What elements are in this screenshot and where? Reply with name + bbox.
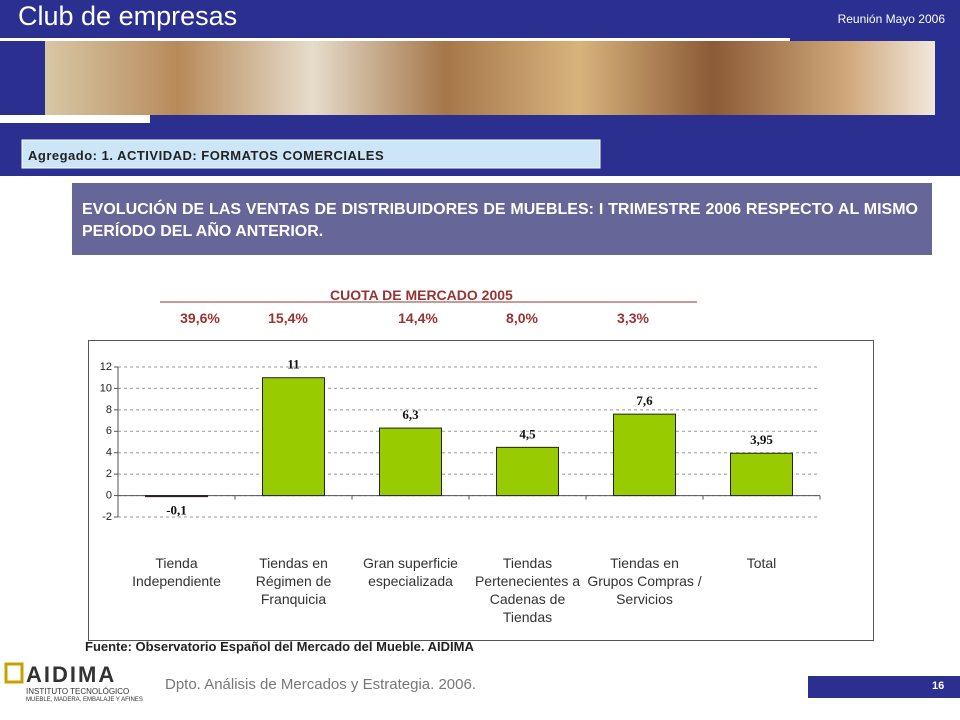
- y-tick-label: 4: [106, 447, 112, 459]
- share-title: CUOTA DE MERCADO 2005: [330, 287, 513, 303]
- y-tick-label: 12: [100, 361, 112, 373]
- header-title: Club de empresas: [18, 1, 238, 31]
- bar: [496, 446, 559, 497]
- title-box: [72, 183, 932, 255]
- bar: [145, 495, 208, 498]
- x-tick-label: Tiendas en Régimen de Franquicia: [255, 555, 332, 607]
- header-rule: [0, 38, 790, 41]
- value-label: -0,1: [166, 503, 187, 518]
- logo-sub: INSTITUTO TECNOLÓGICO: [26, 687, 130, 696]
- x-tick-label: Total: [746, 555, 777, 571]
- section-box: [21, 139, 601, 169]
- header-rule: [0, 115, 150, 123]
- page-box: [808, 676, 960, 698]
- logo: AIDIMA: [26, 662, 117, 687]
- logo-icon: [4, 662, 24, 684]
- share-value: 39,6%: [180, 310, 220, 326]
- value-label: 6,3: [402, 407, 419, 422]
- x-tick-label: Tiendas en Grupos Compras / Servicios: [587, 555, 702, 607]
- x-tick-label: Tienda Independiente: [132, 555, 221, 589]
- bar: [262, 377, 325, 497]
- page-number: 16: [932, 680, 945, 692]
- department: Dpto. Análisis de Mercados y Estrategia.…: [165, 676, 477, 693]
- section: Agregado: 1. ACTIVIDAD: FORMATOS COMERCI…: [28, 148, 385, 163]
- share-value: 8,0%: [506, 310, 538, 326]
- y-tick-label: -2: [102, 511, 112, 523]
- y-tick-label: 0: [106, 489, 112, 501]
- y-tick-label: 8: [106, 404, 112, 416]
- value-label: 3,95: [750, 432, 773, 447]
- x-tick-label: Gran superficie especializada: [363, 555, 458, 589]
- y-tick-label: 10: [100, 382, 112, 394]
- share-value: 15,4%: [268, 310, 308, 326]
- share-value: 3,3%: [617, 310, 649, 326]
- bar: [613, 413, 676, 497]
- value-label: 11: [287, 357, 299, 372]
- logo-sub: MUEBLE, MADERA, EMBALAJE Y AFINES: [26, 697, 143, 703]
- value-label: 4,5: [519, 426, 536, 441]
- bar: [730, 452, 793, 497]
- meeting: Reunión Mayo 2006: [837, 12, 945, 26]
- bar: [379, 427, 442, 497]
- share-value: 14,4%: [398, 310, 438, 326]
- source: Fuente: Observatorio Español del Mercado…: [85, 639, 474, 654]
- image-strip: [45, 41, 935, 115]
- y-tick-label: 6: [106, 425, 112, 437]
- slide-title: EVOLUCIÓN DE LAS VENTAS DE DISTRIBUIDORE…: [82, 201, 918, 240]
- x-tick-label: Tiendas Pertenecientes a Cadenas de Tien…: [474, 555, 581, 625]
- value-label: 7,6: [636, 393, 653, 408]
- y-tick-label: 2: [106, 468, 112, 480]
